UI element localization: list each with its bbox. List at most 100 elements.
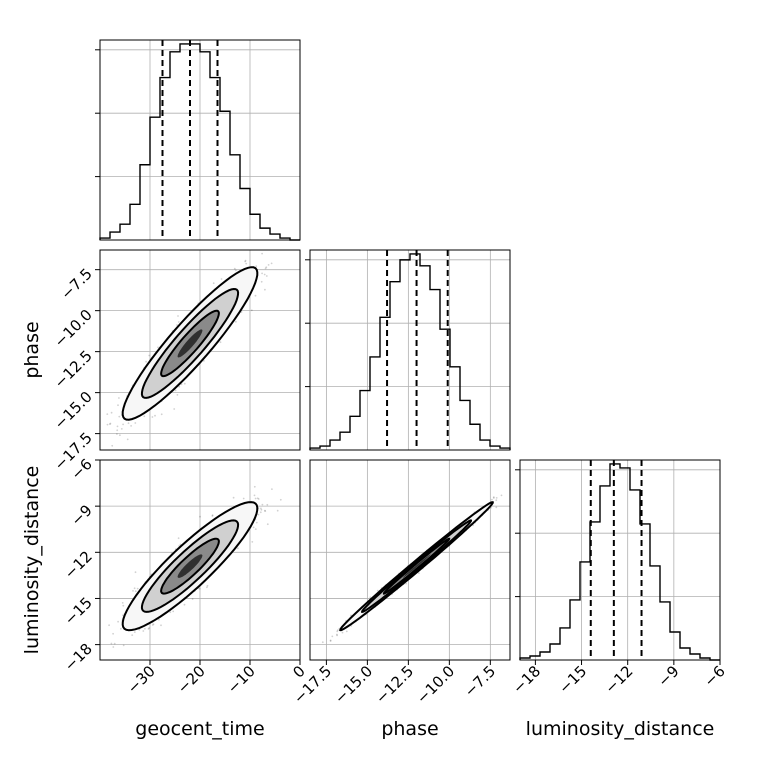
contour-line-21-1	[361, 519, 472, 613]
tick-labels: −30 −20 −10 0−17.5−15.0−12.5−10.0 −7.5 −18 −15…	[51, 265, 729, 708]
sample-point	[110, 411, 113, 414]
sample-point	[495, 497, 498, 499]
sample-point	[232, 496, 235, 499]
sample-point	[130, 425, 133, 427]
sample-point	[158, 618, 160, 621]
sample-point	[418, 572, 420, 574]
ytick-label-luminosity-distance-3: −9	[67, 501, 95, 529]
sample-point	[111, 444, 114, 447]
sample-point	[251, 541, 254, 543]
sample-point	[235, 320, 237, 323]
sample-point	[237, 547, 239, 550]
hist-frame-geocent-time	[99, 39, 301, 241]
sample-point	[260, 280, 263, 283]
xtick-label-geocent-time-2: −10	[224, 662, 259, 697]
sample-point	[177, 537, 180, 540]
sample-point	[276, 509, 279, 512]
xtick-label-geocent-time-0: −30	[124, 662, 159, 697]
joint-frame-10	[99, 249, 301, 451]
sample-point	[134, 422, 137, 424]
hist-steps-luminosity-distance	[519, 463, 720, 661]
ytick-label-luminosity-distance-2: −12	[61, 547, 96, 582]
sample-point	[369, 596, 372, 599]
sample-point	[98, 661, 100, 663]
sample-point	[121, 602, 124, 604]
sample-point	[122, 614, 124, 617]
sample-point	[127, 422, 130, 425]
sample-point	[265, 275, 268, 277]
sample-point	[120, 428, 123, 430]
sample-point	[148, 627, 151, 629]
sample-point	[112, 646, 115, 648]
sample-point	[136, 587, 139, 590]
sample-point	[211, 515, 214, 517]
sample-point	[134, 571, 137, 574]
sample-point	[117, 620, 119, 623]
sample-point	[257, 498, 260, 500]
density-fill-21-3	[402, 554, 431, 578]
contour-line-21-2	[382, 537, 451, 595]
sample-point	[253, 494, 256, 497]
sample-point	[180, 383, 183, 386]
joint-panel-phase-vs-geocent-time	[93, 242, 301, 451]
sample-point	[267, 264, 270, 266]
sample-point	[261, 503, 264, 506]
sample-point	[271, 488, 273, 490]
xtick-label-luminosity-distance-4: −6	[700, 662, 728, 690]
sample-point	[134, 590, 137, 593]
sample-point	[211, 514, 214, 517]
sample-point	[176, 394, 179, 396]
axis-labels: geocent_time phase luminosity_distance p…	[21, 321, 714, 740]
sample-point	[148, 354, 151, 357]
sample-point	[350, 614, 352, 617]
sample-point	[321, 641, 324, 644]
sample-point	[172, 610, 175, 613]
sample-point	[250, 309, 253, 312]
sample-point	[495, 506, 498, 509]
contour-line-10-0	[121, 266, 259, 421]
sample-point	[160, 413, 163, 416]
sample-point	[549, 456, 551, 458]
sample-point	[255, 265, 258, 268]
sample-point	[131, 634, 134, 636]
sample-point	[495, 499, 498, 502]
sample-point	[93, 428, 95, 430]
sample-point	[336, 629, 339, 632]
sample-point	[345, 630, 348, 633]
sample-point	[244, 259, 247, 262]
sample-point	[151, 624, 154, 626]
sample-point	[500, 494, 503, 497]
contour-line-10-1	[140, 287, 240, 399]
sample-point	[329, 639, 332, 642]
sample-point	[112, 632, 114, 635]
xtick-label-luminosity-distance-2: −12	[601, 662, 636, 697]
sample-point	[203, 360, 205, 362]
ytick-label-phase-3: −10.0	[51, 306, 96, 351]
sample-point	[132, 590, 134, 592]
sample-point	[276, 242, 278, 244]
sample-point	[219, 341, 222, 344]
sample-point	[126, 438, 129, 441]
hist-steps-phase	[309, 253, 511, 450]
sample-point	[233, 267, 236, 270]
contour-line-20-0	[121, 501, 259, 632]
sample-point	[264, 288, 266, 291]
sample-point	[336, 630, 339, 633]
sample-point	[264, 510, 267, 512]
sample-point	[145, 360, 148, 363]
sample-point	[527, 472, 529, 474]
sample-point	[245, 262, 248, 265]
contour-line-20-1	[140, 519, 240, 613]
sample-point	[212, 282, 215, 285]
sample-point	[133, 631, 136, 633]
sample-point	[260, 508, 263, 511]
ytick-label-phase-4: −7.5	[57, 265, 95, 303]
joint-panel-luminosity-distance-vs-geocent-time	[98, 459, 301, 663]
sample-point	[270, 262, 273, 265]
sample-point	[120, 627, 122, 630]
sample-point	[152, 623, 155, 625]
xlabel-geocent-time: geocent_time	[135, 718, 264, 740]
sample-point	[261, 272, 263, 275]
sample-point	[106, 423, 109, 426]
sample-point	[117, 404, 119, 407]
